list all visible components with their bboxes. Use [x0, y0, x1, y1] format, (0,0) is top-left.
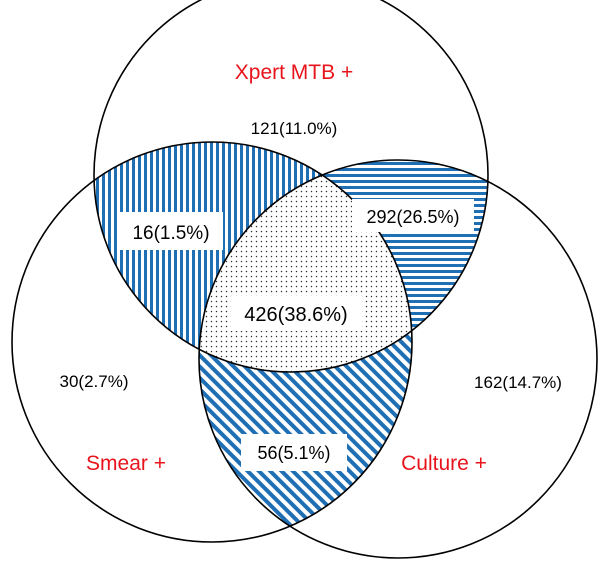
smear-set-label: Smear + — [86, 452, 166, 475]
all-three-label-box — [231, 296, 362, 331]
all-three-value: 426(38.6%) — [244, 304, 347, 326]
smear-only-value: 30(2.7%) — [60, 372, 129, 391]
xpert-only-value: 121(11.0%) — [251, 119, 338, 138]
xpert-culture-label-box — [352, 199, 474, 232]
xpert-culture-value: 292(26.5%) — [366, 207, 459, 227]
xpert-smear-label-box — [119, 212, 223, 250]
culture-set-label: Culture + — [401, 452, 487, 475]
xpert-circle — [93, 0, 489, 373]
culture-only-value: 162(14.7%) — [474, 373, 562, 392]
xpert-set-label: Xpert MTB + — [235, 61, 353, 84]
smear-circle — [11, 141, 413, 543]
culture-circle — [198, 159, 598, 559]
xpert-smear-value: 16(1.5%) — [132, 223, 209, 244]
smear-culture-value: 56(5.1%) — [257, 443, 330, 463]
smear-culture-label-box — [241, 434, 347, 471]
